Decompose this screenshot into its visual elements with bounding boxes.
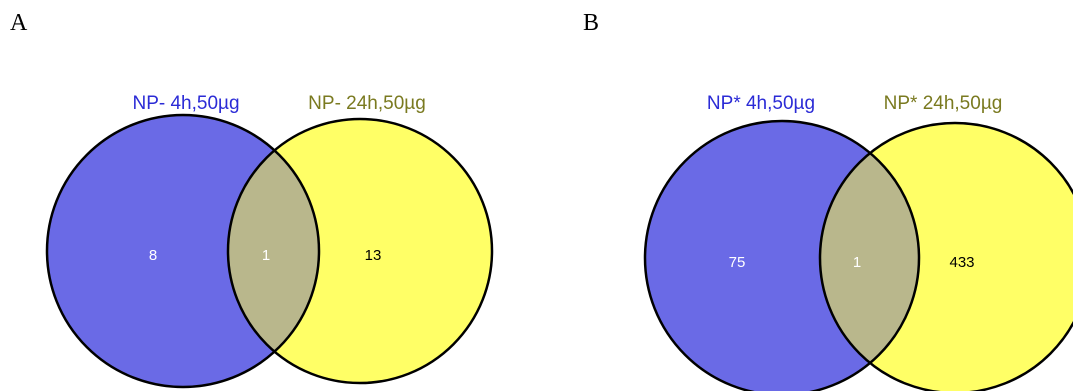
- venn-a: NP- 4h,50µg NP- 24h,50µg 8 1 13: [45, 93, 494, 389]
- venn-a-right-count: 13: [365, 247, 382, 264]
- venn-a-overlap-count: 1: [262, 247, 270, 264]
- venn-b-overlap: [820, 123, 919, 391]
- panel-a-letter: A: [10, 10, 28, 36]
- venn-a-overlap: [228, 119, 319, 383]
- panel-b-letter: B: [583, 10, 600, 36]
- venn-a-right-label: NP- 24h,50µg: [308, 93, 426, 114]
- venn-b-left-label: NP* 4h,50µg: [707, 93, 815, 114]
- venn-b-right-count: 433: [949, 254, 974, 271]
- venn-a-left-label: NP- 4h,50µg: [132, 93, 239, 114]
- venn-a-left-count: 8: [149, 247, 157, 264]
- venn-a-left-outline: [45, 113, 321, 389]
- venn-b-right-outline: [818, 121, 1073, 391]
- venn-b-left-count: 75: [729, 254, 746, 271]
- venn-b-overlap-count: 1: [853, 254, 861, 271]
- venn-a-right-outline: [226, 117, 494, 385]
- venn-b: NP* 4h,50µg NP* 24h,50µg 75 1 433: [643, 93, 1073, 391]
- venn-b-right-label: NP* 24h,50µg: [884, 93, 1003, 114]
- venn-b-left-outline: [643, 119, 921, 391]
